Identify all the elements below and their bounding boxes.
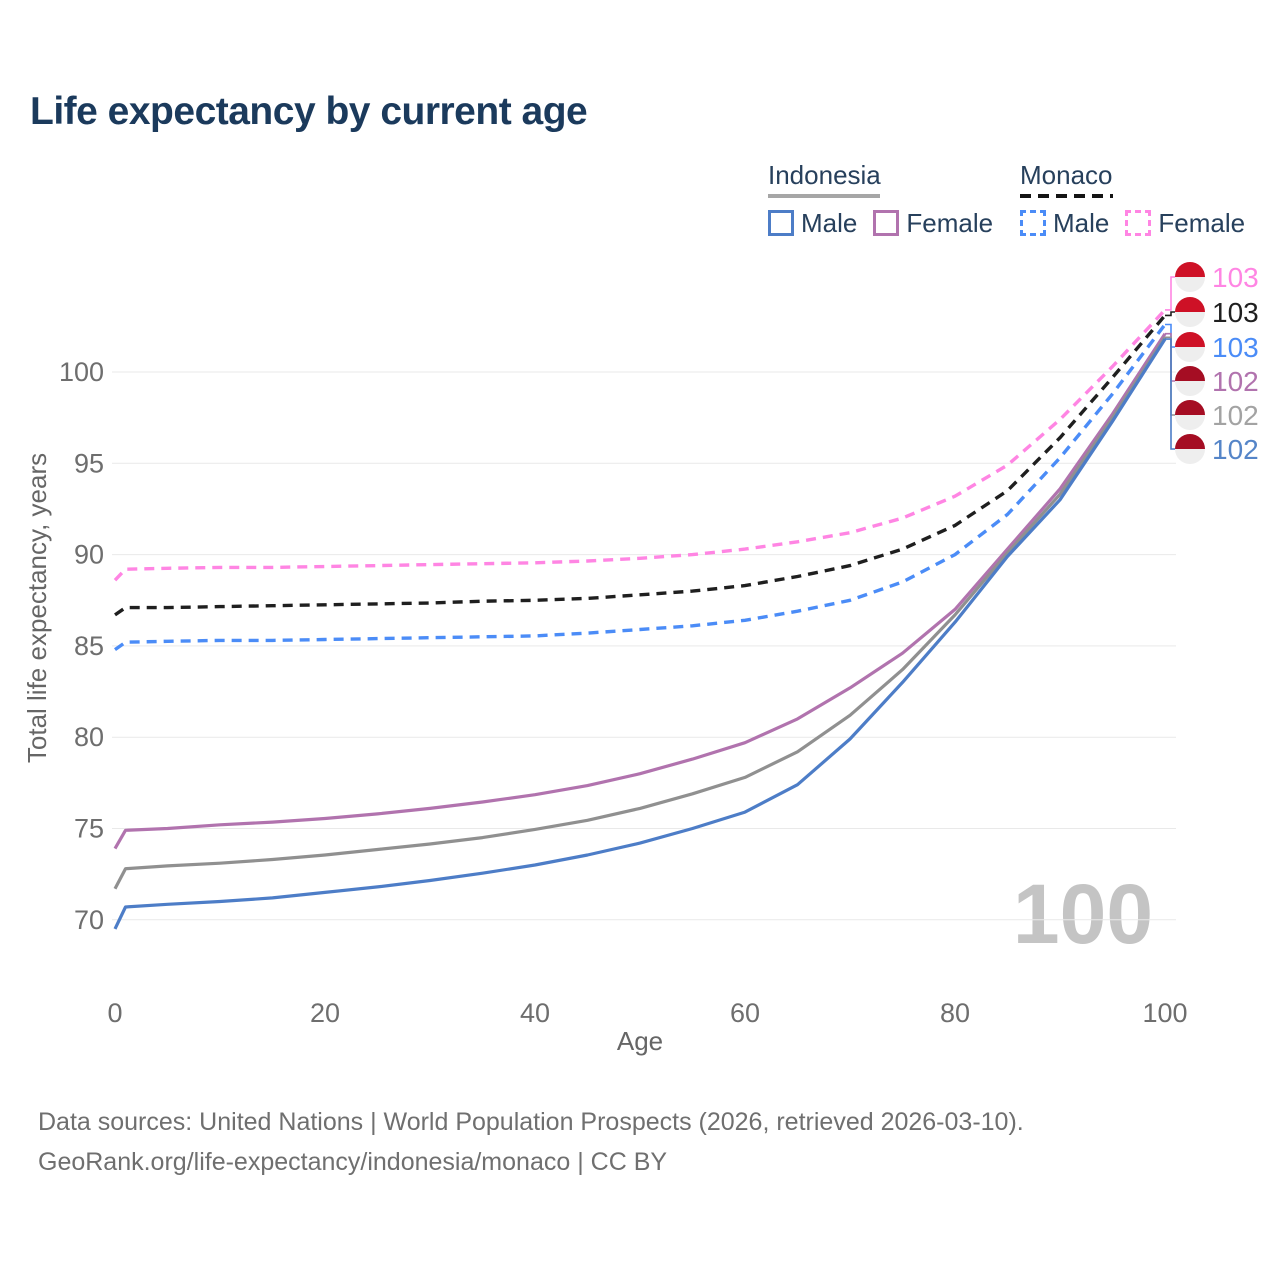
legend-underline-indonesia (768, 194, 880, 198)
flag-icon-indonesia-top (1175, 434, 1205, 449)
legend-country-indonesia: Indonesia (768, 160, 881, 190)
y-tick-label: 75 (74, 814, 104, 844)
flag-icon-monaco-top (1175, 297, 1205, 312)
end-value-label-indonesia-both: 102 (1212, 400, 1259, 431)
end-label-connector-monaco-female (1165, 276, 1175, 311)
y-tick-label: 70 (74, 905, 104, 935)
y-tick-label: 95 (74, 448, 104, 478)
page-title: Life expectancy by current age (30, 90, 588, 133)
series-line-monaco-female[interactable] (113, 308, 1167, 582)
y-tick-label: 100 (59, 357, 104, 387)
end-label-connector-indonesia-female (1165, 332, 1175, 382)
y-tick-label: 80 (74, 722, 104, 752)
end-value-label-indonesia-male: 102 (1212, 434, 1259, 465)
legend-item-monaco-male[interactable]: Male (1020, 210, 1109, 236)
legend-item-label: Female (1158, 208, 1246, 238)
end-value-label-monaco-both: 103 (1212, 297, 1259, 328)
legend-item-indonesia-male[interactable]: Male (768, 210, 857, 236)
monaco-male-swatch-icon (1020, 210, 1046, 236)
series-line-monaco-male[interactable] (114, 323, 1167, 651)
end-label-connector-monaco-male (1165, 323, 1175, 348)
series-line-indonesia-male[interactable] (113, 338, 1167, 930)
legend-group-indonesia: Indonesia Male Female (768, 162, 1009, 236)
y-axis-title: Total life expectancy, years (22, 453, 52, 763)
flag-icon-indonesia-top (1175, 400, 1205, 415)
end-value-label-monaco-female: 103 (1212, 262, 1259, 293)
x-tick-label: 40 (520, 998, 550, 1028)
y-tick-label: 85 (74, 631, 104, 661)
x-axis-title: Age (617, 1026, 663, 1056)
flag-icon-monaco-top (1175, 332, 1205, 347)
attribution-text: GeoRank.org/life-expectancy/indonesia/mo… (38, 1148, 668, 1176)
legend-underline-monaco (1020, 194, 1113, 198)
legend-country-monaco: Monaco (1020, 160, 1113, 190)
x-tick-label: 20 (310, 998, 340, 1028)
series-line-indonesia-female[interactable] (113, 332, 1167, 850)
flag-icon-monaco-top (1175, 262, 1205, 277)
data-sources-text: Data sources: United Nations | World Pop… (38, 1108, 1024, 1136)
monaco-female-swatch-icon (1125, 210, 1152, 236)
x-tick-label: 60 (730, 998, 760, 1028)
y-tick-label: 90 (74, 540, 104, 570)
x-tick-label: 80 (940, 998, 970, 1028)
indonesia-male-swatch-icon (768, 210, 794, 236)
age-watermark: 100 (1013, 867, 1153, 961)
legend-item-label: Male (1053, 208, 1110, 238)
end-label-connector-indonesia-both (1165, 336, 1175, 416)
legend-group-monaco: Monaco Male Female (1020, 162, 1261, 236)
series-line-monaco-both[interactable] (114, 314, 1167, 617)
end-value-label-monaco-male: 103 (1212, 332, 1259, 363)
indonesia-female-swatch-icon (873, 210, 900, 236)
end-label-connector-monaco-both (1165, 311, 1175, 317)
end-value-label-indonesia-female: 102 (1212, 366, 1259, 397)
end-label-connector-indonesia-male (1165, 338, 1175, 450)
legend-item-monaco-female[interactable]: Female (1125, 210, 1245, 236)
legend-item-label: Female (906, 208, 994, 238)
legend-item-indonesia-female[interactable]: Female (873, 210, 993, 236)
x-tick-label: 100 (1142, 998, 1187, 1028)
legend-item-label: Male (801, 208, 858, 238)
series-line-indonesia-both[interactable] (113, 336, 1167, 890)
flag-icon-indonesia-top (1175, 366, 1205, 381)
x-tick-label: 0 (107, 998, 122, 1028)
